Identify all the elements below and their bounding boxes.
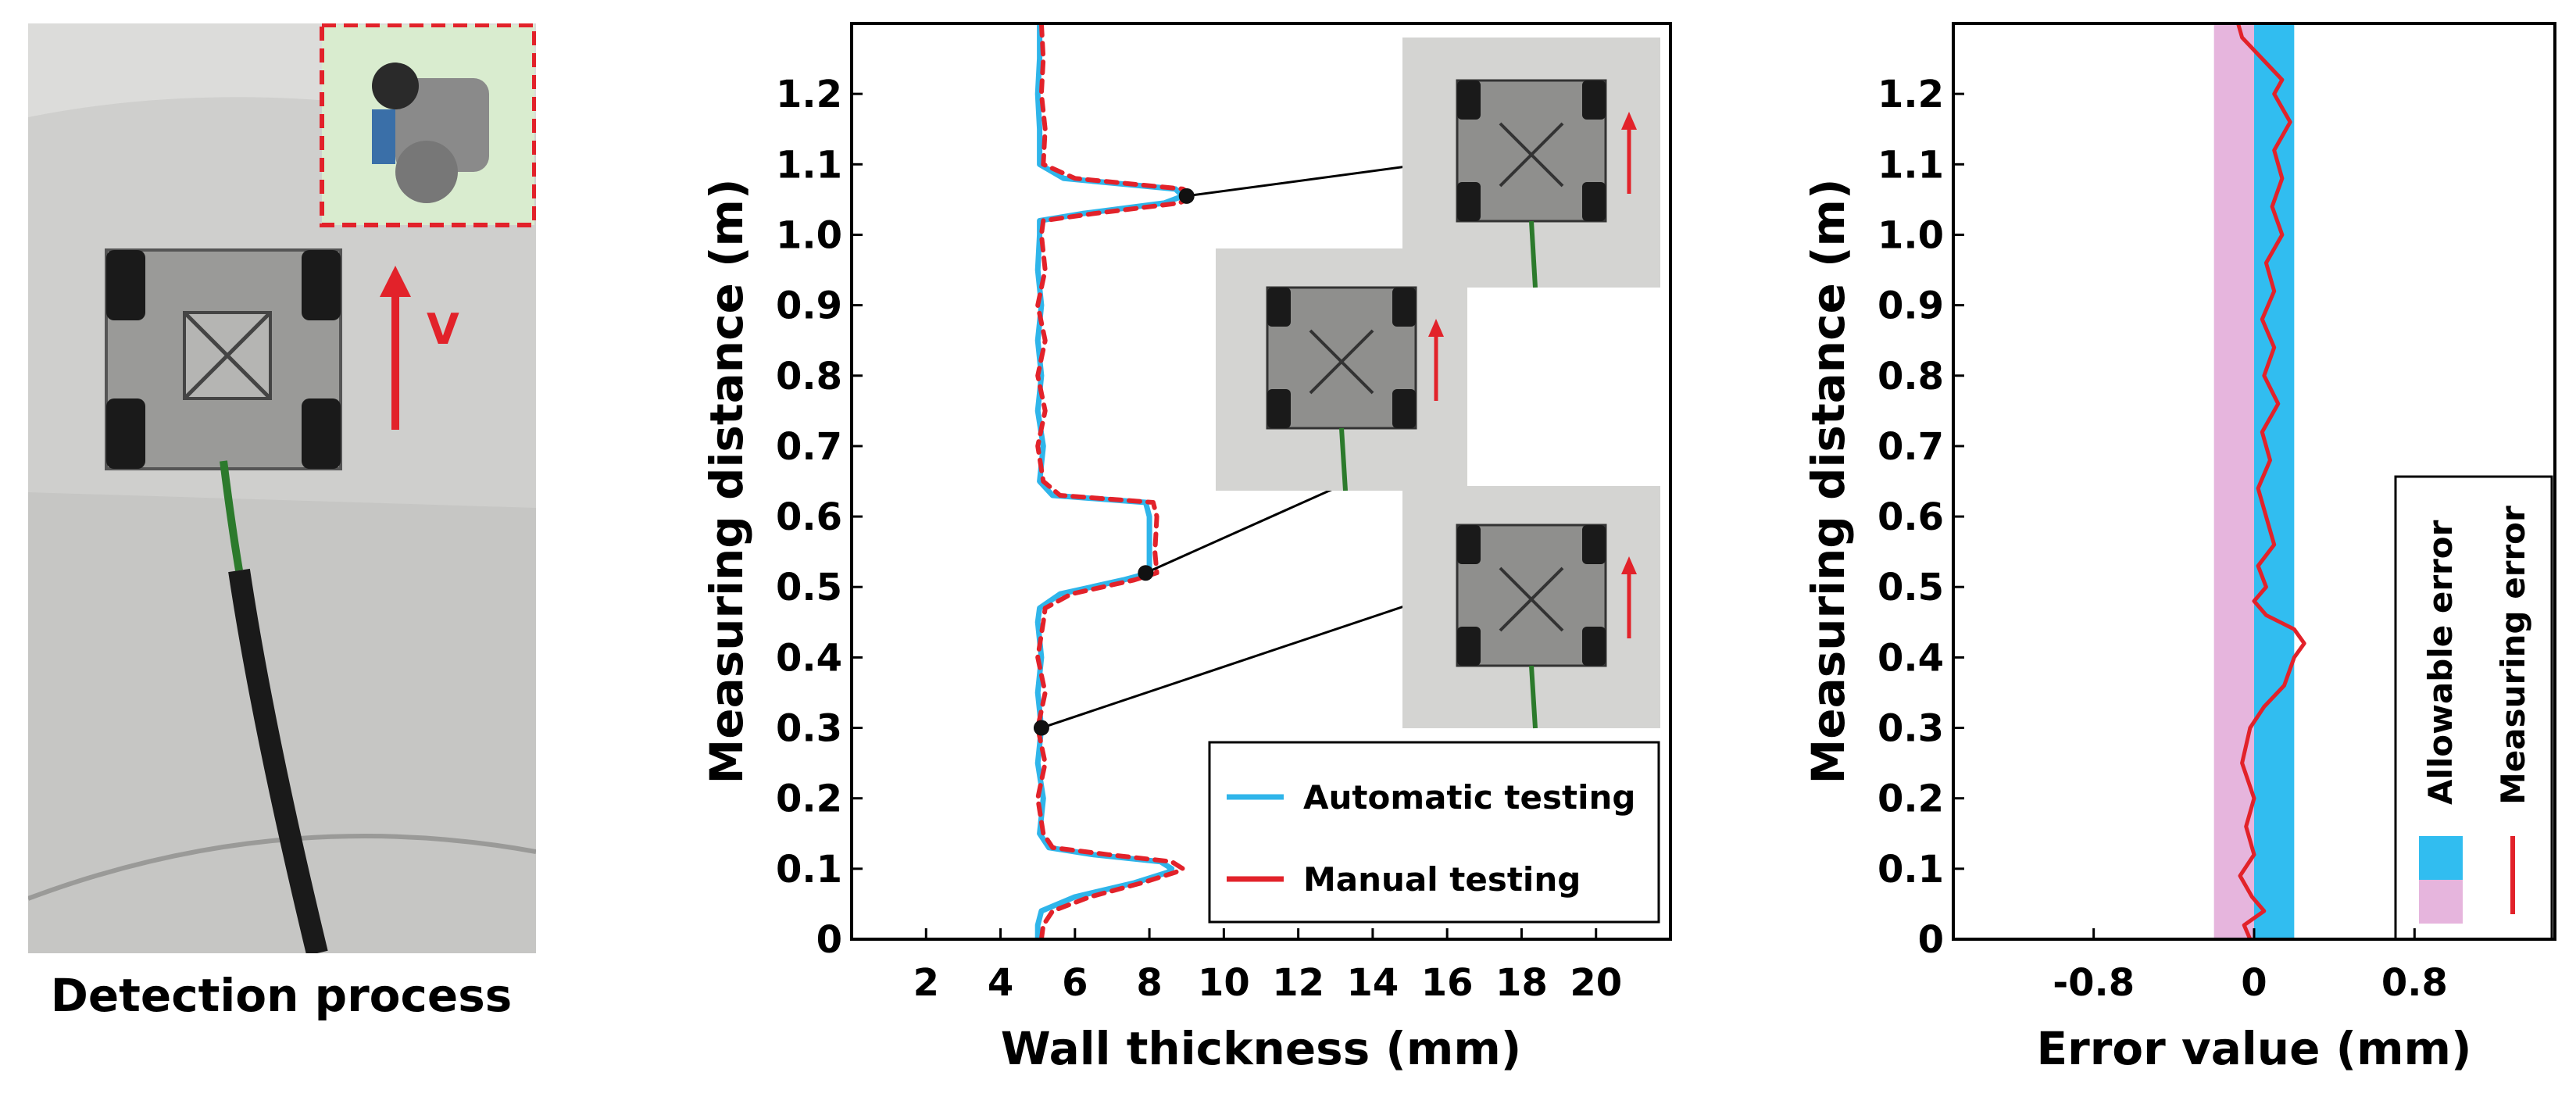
- allowable-error-band-negative: [2213, 23, 2254, 939]
- y-tick-label: 0.1: [776, 848, 842, 892]
- x-tick-label: 4: [988, 961, 1013, 1005]
- legend-label: Allowable error: [2421, 520, 2460, 805]
- y-tick-label: 0: [816, 918, 842, 962]
- legend-swatch-allowable-positive: [2419, 836, 2463, 880]
- y-tick-label: 1.2: [776, 73, 842, 116]
- marker-point: [1138, 565, 1154, 581]
- crawler-robot-image: [105, 248, 342, 953]
- detection-photo: V: [28, 23, 536, 953]
- marker-point: [1178, 188, 1195, 204]
- series-line-automatic: [1034, 23, 1186, 939]
- connector-line: [1041, 604, 1407, 729]
- chart-0: Automatic testing Manual testing 0 0.1 0.2 0.…: [700, 22, 1672, 1075]
- y-axis-label: Measuring distance (m): [700, 179, 753, 784]
- marker-point: [1033, 720, 1049, 736]
- connector-line: [1145, 487, 1335, 574]
- legend: Automatic testing Manual testing: [1208, 741, 1660, 924]
- x-tick-label: 14: [1347, 961, 1399, 1005]
- x-tick-label: 2: [913, 961, 939, 1005]
- y-tick-label: 0.7: [776, 425, 842, 469]
- y-axis-label: Measuring distance (m): [1802, 179, 1855, 784]
- legend-box: [1208, 741, 1660, 924]
- legend-label: Manual testing: [1303, 860, 1581, 899]
- y-tick-label: 0.4: [1878, 636, 1944, 680]
- y-tick-label: 0.6: [776, 495, 842, 539]
- x-tick-label: -0.8: [2053, 961, 2135, 1005]
- x-axis-label: Wall thickness (mm): [1001, 1022, 1522, 1075]
- plot-frame: [850, 22, 1672, 941]
- y-tick-label: 1.0: [776, 213, 842, 257]
- legend-label: Automatic testing: [1303, 778, 1635, 817]
- y-tick-label: 0.1: [1878, 848, 1944, 892]
- x-tick-label: 20: [1570, 961, 1622, 1005]
- x-tick-label: 18: [1495, 961, 1548, 1005]
- y-tick-label: 1.0: [1878, 213, 1944, 257]
- series-line-measuring-error: [2236, 23, 2306, 939]
- y-tick-label: 0.5: [776, 566, 842, 609]
- legend: Allowable error Measuring error: [2394, 475, 2553, 941]
- y-tick-label: 0.8: [1878, 355, 1944, 398]
- velocity-label: V: [427, 305, 459, 354]
- y-tick-label: 0.2: [776, 777, 842, 821]
- x-tick-label: 12: [1272, 961, 1324, 1005]
- x-tick-label: 8: [1136, 961, 1162, 1005]
- y-tick-label: 0.7: [1878, 425, 1944, 469]
- robot-inset-image: [372, 63, 489, 203]
- y-tick-label: 0.3: [776, 707, 842, 751]
- x-tick-label: 0: [2241, 961, 2267, 1005]
- y-tick-label: 1.2: [1878, 73, 1944, 116]
- y-tick-label: 0.2: [1878, 777, 1944, 821]
- x-tick-label: 10: [1198, 961, 1250, 1005]
- x-tick-label: 6: [1062, 961, 1088, 1005]
- legend-label: Measuring error: [2494, 506, 2532, 805]
- robot-inset-photo: [1402, 486, 1660, 729]
- y-tick-label: 0.4: [776, 636, 842, 680]
- robot-inset-photo: [1402, 38, 1660, 288]
- x-tick-label: 16: [1421, 961, 1474, 1005]
- chart-1: Allowable error Measuring error 0 0.1 0.2 0.3…: [1802, 22, 2556, 1075]
- y-tick-label: 0.6: [1878, 495, 1944, 539]
- robot-inset-photo: [1216, 248, 1467, 491]
- x-axis-label: Error value (mm): [2036, 1022, 2471, 1075]
- y-tick-label: 1.1: [1878, 143, 1944, 187]
- y-tick-label: 0.3: [1878, 707, 1944, 751]
- photo-caption: Detection process: [50, 969, 513, 1022]
- y-tick-label: 0.5: [1878, 566, 1944, 609]
- y-tick-label: 0.9: [776, 284, 842, 328]
- x-tick-label: 0.8: [2381, 961, 2448, 1005]
- y-tick-label: 0: [1918, 918, 1944, 962]
- y-tick-label: 1.1: [776, 143, 842, 187]
- legend-swatch-allowable-negative: [2419, 880, 2463, 924]
- y-tick-label: 0.8: [776, 355, 842, 398]
- velocity-arrow: [380, 266, 411, 430]
- series-line-manual: [1035, 23, 1197, 939]
- y-tick-label: 0.9: [1878, 284, 1944, 328]
